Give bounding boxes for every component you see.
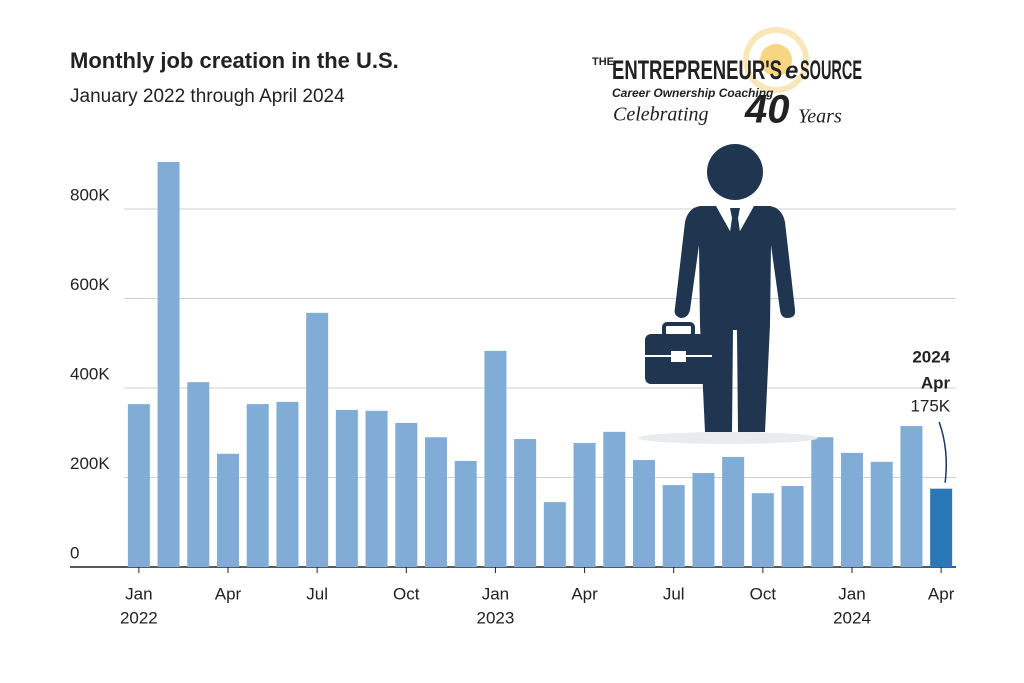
bar	[573, 443, 596, 567]
logo-name: ENTREPRENEUR'S	[612, 55, 782, 85]
bar	[543, 502, 566, 567]
person-icon	[638, 144, 818, 444]
bar	[841, 452, 863, 567]
bar	[751, 493, 774, 567]
value-label: 175K	[910, 396, 950, 415]
logo-ring	[743, 27, 809, 93]
logo-prefix: THE	[592, 56, 614, 68]
x-tick-label: Apr	[928, 584, 955, 603]
annotation-month: Apr	[921, 373, 951, 392]
annotation-connector	[938, 421, 948, 483]
x-year-label: 2023	[477, 608, 515, 627]
logo-tagline: Career Ownership Coaching	[612, 86, 774, 100]
bar	[454, 460, 477, 567]
x-year-label: 2024	[833, 608, 871, 627]
bar	[870, 461, 893, 567]
logo-years-word: Years	[798, 106, 842, 128]
bar	[127, 404, 150, 567]
bar	[692, 473, 715, 567]
bar	[900, 426, 923, 567]
bar	[930, 488, 953, 567]
chart-subtitle: January 2022 through April 2024	[70, 86, 345, 107]
bar	[395, 422, 418, 567]
y-tick-label: 0	[70, 543, 79, 562]
logo-mark: e	[785, 57, 798, 84]
logo: THE ENTREPRENEUR'S e SOURCE Career Owner…	[592, 27, 862, 132]
bar	[514, 439, 537, 567]
annotation-year: 2024	[912, 347, 950, 366]
x-tick-label: Apr	[571, 584, 598, 603]
grid	[70, 162, 956, 568]
x-tick-label: Jul	[306, 584, 328, 603]
y-tick-label: 600K	[70, 275, 110, 294]
logo-celebrating: Celebrating	[613, 104, 709, 126]
bar	[662, 485, 685, 567]
y-tick-label: 400K	[70, 364, 110, 383]
x-year-label: 2022	[120, 608, 158, 627]
y-tick-label: 200K	[70, 454, 110, 473]
bar	[484, 350, 507, 567]
x-tick-label: Jan	[125, 584, 152, 603]
bar	[217, 453, 239, 567]
y-tick-label: 800K	[70, 185, 110, 204]
bar	[603, 431, 626, 567]
bar	[335, 409, 358, 567]
bar	[633, 460, 655, 567]
x-tick-label: Apr	[215, 584, 242, 603]
bar	[811, 437, 834, 567]
x-tick-label: Jan	[482, 584, 509, 603]
chart-title: Monthly job creation in the U.S.	[70, 48, 399, 73]
logo-suffix: SOURCE	[800, 55, 862, 85]
logo-years-number: 40	[744, 88, 790, 132]
bar	[365, 410, 388, 567]
bar	[781, 486, 804, 567]
x-tick-label: Oct	[750, 584, 777, 603]
x-tick-label: Oct	[393, 584, 420, 603]
logo-sun	[760, 44, 792, 76]
bar	[246, 404, 269, 567]
bar	[276, 401, 299, 567]
bar	[306, 312, 329, 567]
x-tick-label: Jul	[663, 584, 685, 603]
bar	[425, 437, 447, 567]
bar	[722, 456, 745, 567]
bar	[157, 162, 180, 567]
bar	[187, 382, 210, 567]
x-tick-label: Jan	[838, 584, 865, 603]
